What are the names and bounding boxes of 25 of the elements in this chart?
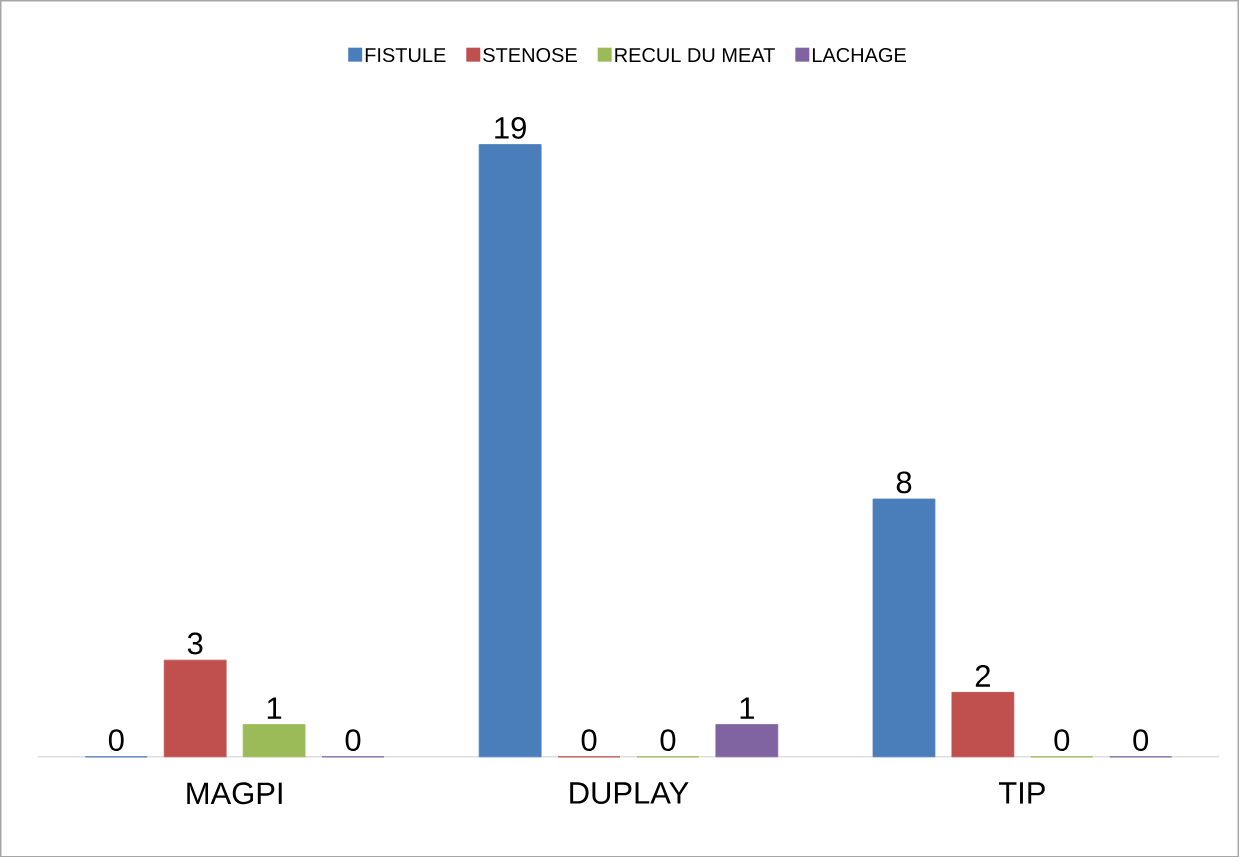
data-label: 1 <box>267 697 282 719</box>
data-label: 19 <box>495 116 526 139</box>
x-tick-label: TIP <box>998 782 1045 804</box>
legend-label: RECUL DU MEAT <box>615 47 775 62</box>
data-label: 1 <box>740 697 754 719</box>
legend-label: LACHAGE <box>812 47 906 62</box>
bar <box>163 659 227 757</box>
data-label: 0 <box>108 728 124 751</box>
x-tick-label: MAGPI <box>187 782 282 805</box>
data-label: 0 <box>1054 728 1070 751</box>
bar <box>478 143 542 757</box>
data-label: 0 <box>660 728 676 751</box>
legend-label: STENOSE <box>483 47 577 62</box>
bar <box>715 723 779 757</box>
legend-label: FISTULE <box>365 47 446 62</box>
bar <box>872 498 936 757</box>
data-label: 0 <box>345 728 361 751</box>
data-label: 8 <box>896 471 912 494</box>
bar <box>951 691 1015 757</box>
x-tick-label: DUPLAY <box>570 782 689 804</box>
data-label: 0 <box>581 728 597 751</box>
bar <box>242 723 306 757</box>
data-label: 3 <box>187 632 203 655</box>
data-label: 2 <box>975 664 990 687</box>
data-label: 0 <box>1133 728 1149 751</box>
